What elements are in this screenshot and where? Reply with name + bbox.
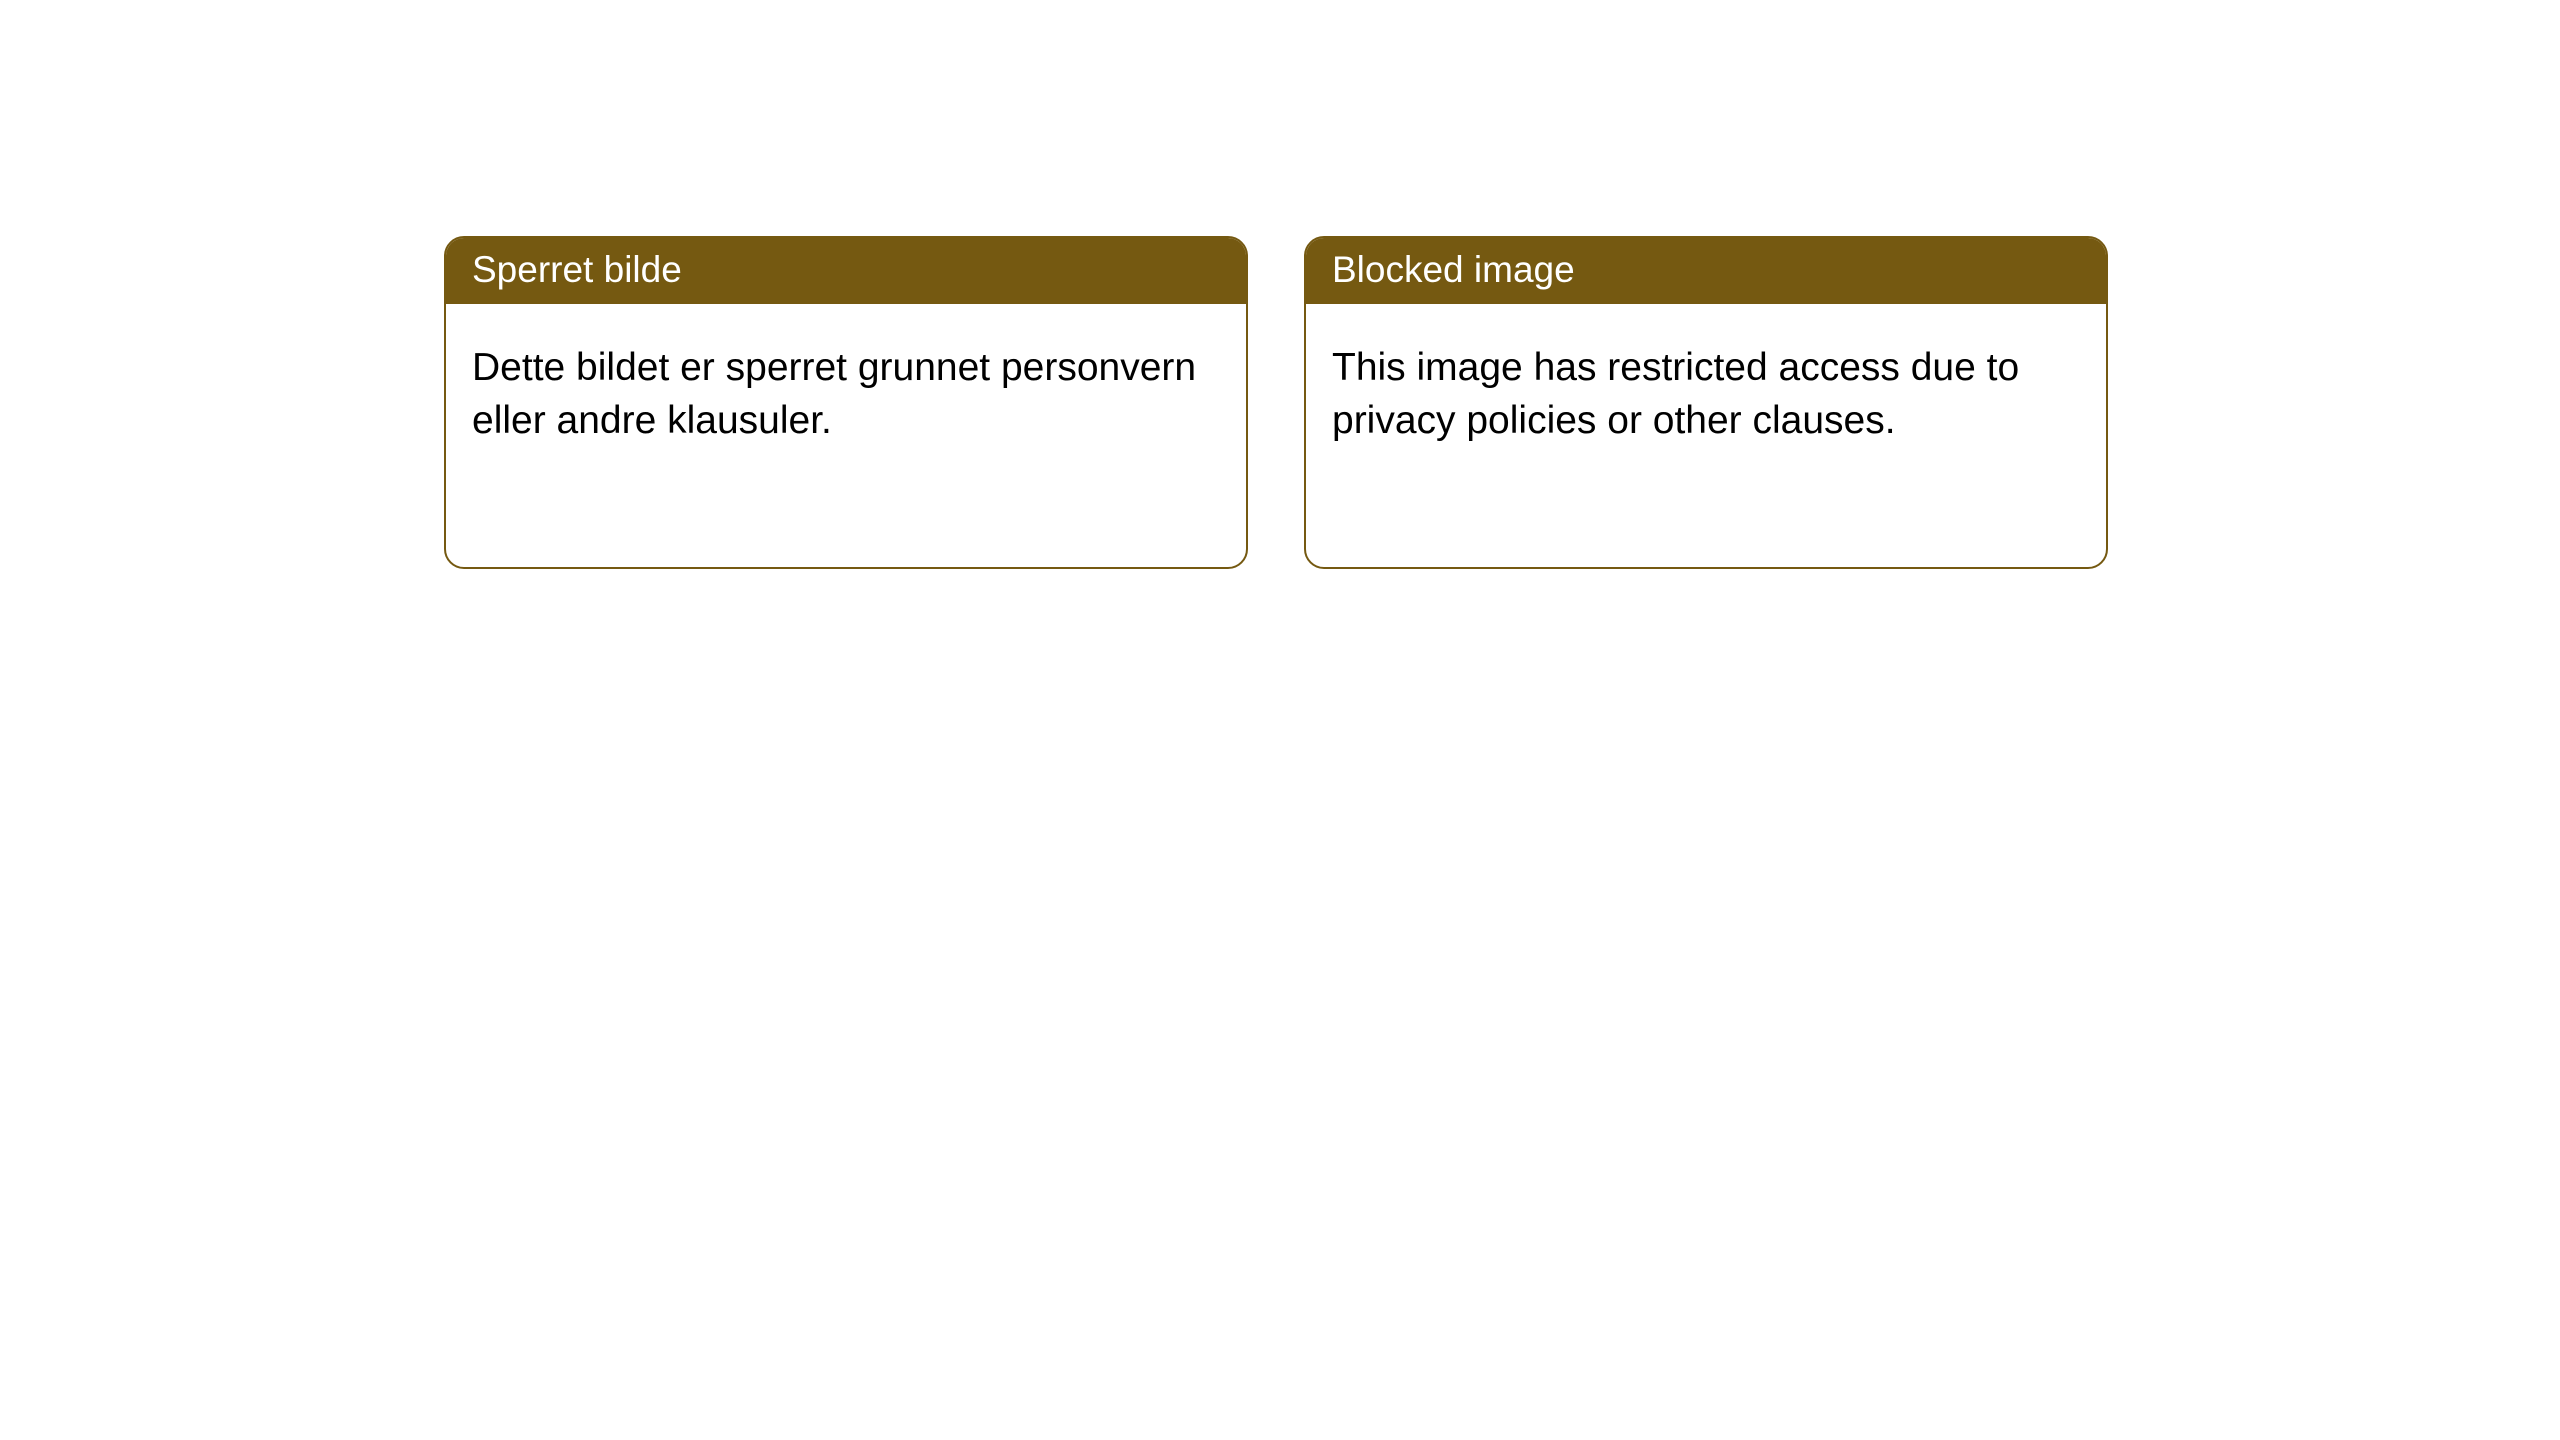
card-header-norwegian: Sperret bilde: [446, 238, 1246, 304]
card-body-norwegian: Dette bildet er sperret grunnet personve…: [446, 304, 1246, 473]
blocked-image-card-english: Blocked image This image has restricted …: [1304, 236, 2108, 569]
blocked-image-card-norwegian: Sperret bilde Dette bildet er sperret gr…: [444, 236, 1248, 569]
card-message-english: This image has restricted access due to …: [1332, 346, 2019, 441]
card-title-english: Blocked image: [1332, 249, 1575, 290]
card-message-norwegian: Dette bildet er sperret grunnet personve…: [472, 346, 1196, 441]
card-title-norwegian: Sperret bilde: [472, 249, 682, 290]
card-body-english: This image has restricted access due to …: [1306, 304, 2106, 473]
card-header-english: Blocked image: [1306, 238, 2106, 304]
notice-container: Sperret bilde Dette bildet er sperret gr…: [0, 0, 2560, 569]
